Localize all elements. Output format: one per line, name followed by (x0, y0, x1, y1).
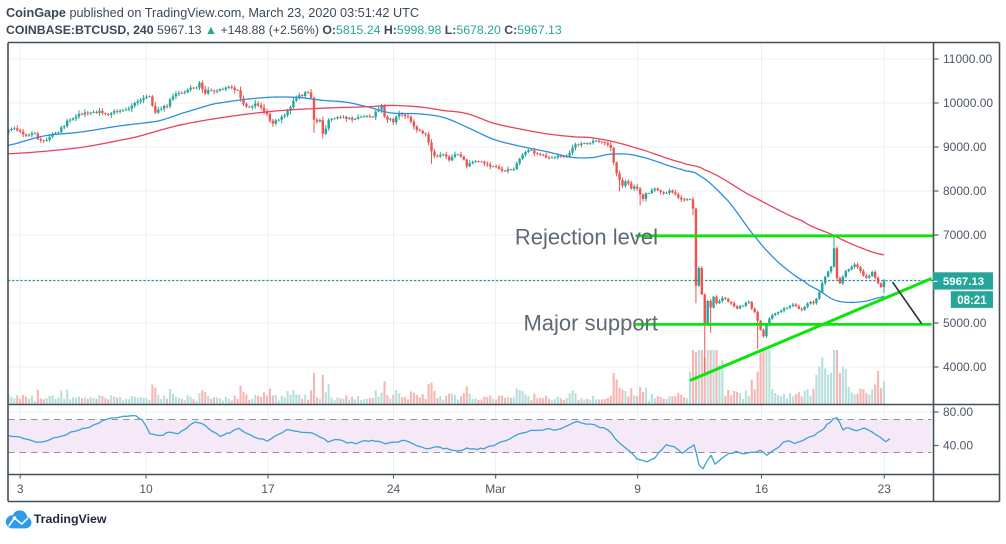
svg-text:TradingView: TradingView (34, 512, 107, 526)
svg-text:7000.00: 7000.00 (943, 228, 987, 242)
svg-text:Major support: Major support (523, 311, 658, 336)
svg-text:COINBASE:BTCUSD, 240 5967.13 ▲: COINBASE:BTCUSD, 240 5967.13 ▲ +148.88 (… (6, 23, 562, 37)
svg-text:8000.00: 8000.00 (943, 184, 987, 198)
svg-text:16: 16 (755, 482, 769, 496)
svg-text:10: 10 (139, 482, 153, 496)
svg-text:23: 23 (878, 482, 892, 496)
svg-text:80.00: 80.00 (943, 405, 973, 419)
svg-text:10000.00: 10000.00 (943, 96, 993, 110)
svg-text:40.00: 40.00 (943, 439, 973, 453)
svg-text:4000.00: 4000.00 (943, 360, 987, 374)
svg-text:5000.00: 5000.00 (943, 316, 987, 330)
svg-text:17: 17 (261, 482, 275, 496)
svg-text:24: 24 (387, 482, 401, 496)
svg-text:5967.13: 5967.13 (943, 276, 984, 288)
svg-text:Rejection level: Rejection level (515, 225, 658, 250)
svg-text:08:21: 08:21 (957, 295, 987, 307)
svg-text:Mar: Mar (485, 482, 506, 496)
svg-text:9000.00: 9000.00 (943, 140, 987, 154)
svg-text:9: 9 (634, 482, 641, 496)
svg-text:3: 3 (17, 482, 24, 496)
svg-text:11000.00: 11000.00 (943, 52, 992, 66)
svg-text:CoinGape published on TradingV: CoinGape published on TradingView.com, M… (6, 6, 419, 20)
